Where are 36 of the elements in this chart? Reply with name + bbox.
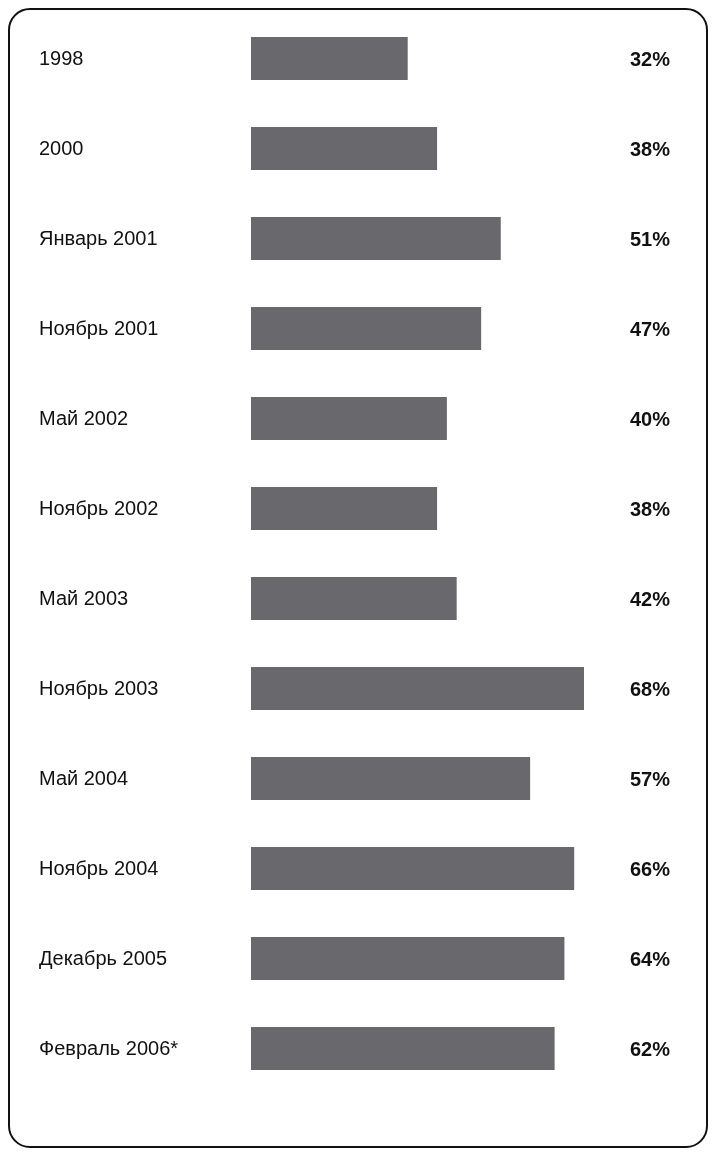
y-tick-label: Февраль 2006* [39, 1037, 179, 1059]
data-label: 42% [629, 587, 671, 610]
y-tick-label: Ноябрь 2001 [39, 317, 159, 339]
data-label: 38% [629, 137, 671, 160]
bar [251, 397, 447, 440]
bar [251, 757, 531, 800]
data-label: 32% [629, 47, 671, 70]
y-tick-label: Май 2004 [39, 767, 129, 789]
bar [251, 487, 438, 530]
y-tick-label: Май 2002 [39, 407, 129, 429]
bar [251, 847, 575, 890]
bar [251, 667, 584, 710]
y-tick-label: 1998 [39, 47, 84, 69]
data-label: 62% [629, 1037, 671, 1060]
bar [251, 217, 501, 260]
bar [251, 37, 408, 80]
data-label: 51% [629, 227, 671, 250]
data-label: 64% [629, 947, 671, 970]
data-label: 68% [629, 677, 671, 700]
data-label: 57% [629, 767, 671, 790]
data-label: 47% [629, 317, 671, 340]
y-tick-label: Ноябрь 2002 [39, 497, 159, 519]
bar [251, 307, 482, 350]
y-tick-label: Май 2003 [39, 587, 129, 609]
y-tick-label: Ноябрь 2003 [39, 677, 159, 699]
y-tick-label: 2000 [39, 137, 84, 159]
y-tick-label: Декабрь 2005 [39, 947, 168, 969]
bar [251, 127, 438, 170]
data-label: 66% [629, 857, 671, 880]
y-tick-label: Ноябрь 2004 [39, 857, 159, 879]
bar [251, 577, 457, 620]
bar [251, 1027, 555, 1070]
data-label: 38% [629, 497, 671, 520]
bar [251, 937, 565, 980]
y-tick-label: Январь 2001 [39, 227, 158, 249]
data-label: 40% [629, 407, 671, 430]
